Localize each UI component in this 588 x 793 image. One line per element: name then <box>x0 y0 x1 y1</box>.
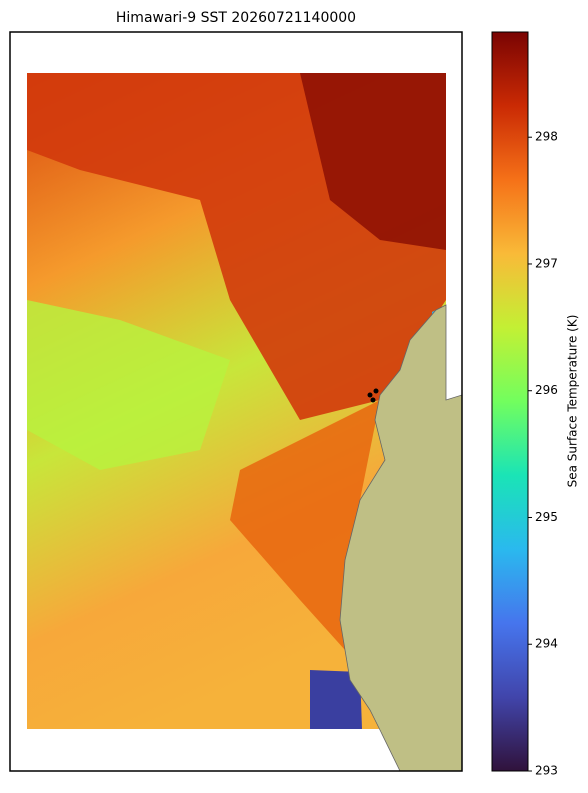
colorbar-tick-label: 298 <box>535 130 558 144</box>
cold-patch <box>310 670 362 729</box>
markers <box>367 388 379 403</box>
colorbar-tick-label: 294 <box>535 637 558 651</box>
warmest-region <box>300 73 446 250</box>
colorbar-label: Sea Surface Temperature (K) <box>566 315 580 488</box>
cool-region <box>27 300 230 470</box>
colorbar-tick-label: 297 <box>535 256 558 270</box>
colorbar <box>491 31 529 772</box>
map <box>9 31 463 772</box>
map-frame <box>9 31 463 772</box>
colorbar-tick-label: 293 <box>535 764 558 778</box>
colorbar-tick-label: 295 <box>535 510 558 524</box>
title: Himawari-9 SST 20260721140000 <box>116 10 356 26</box>
colorbar-tick-label: 296 <box>535 383 558 397</box>
